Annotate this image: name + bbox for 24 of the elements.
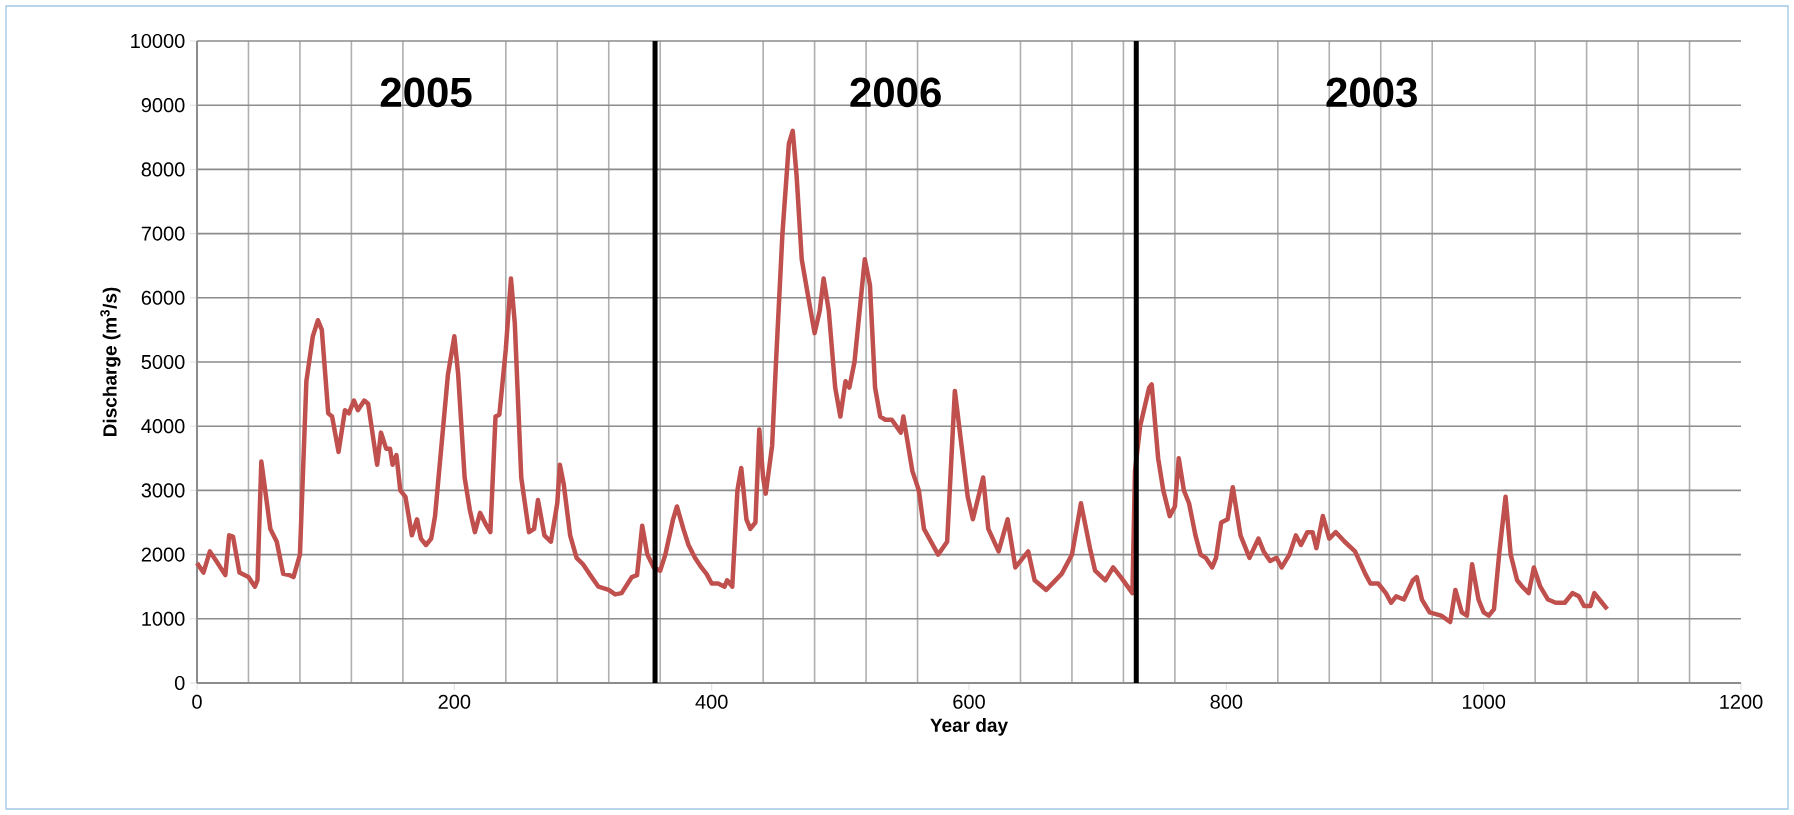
x-tick-label: 600	[953, 694, 985, 709]
x-tick-label: 400	[695, 694, 728, 709]
y-tick-label: 7000	[141, 226, 185, 241]
y-tick-label: 5000	[141, 354, 185, 370]
x-tick-label: 1200	[1720, 694, 1763, 709]
x-axis-title: Year day	[930, 718, 1008, 736]
y-tick-label: 0	[174, 675, 185, 691]
y-tick-label: 9000	[141, 98, 185, 113]
annotation: 2003	[1326, 77, 1417, 108]
y-tick-label: 1000	[142, 611, 185, 626]
y-tick-label: 3000	[141, 483, 185, 498]
y-tick-label: 2000	[141, 547, 185, 562]
annotation: 2006	[850, 77, 941, 108]
y-axis-title: Discharge (m$^{3}$/s)	[100, 287, 121, 437]
line-series	[194, 128, 1610, 625]
y-tick-label: 6000	[141, 290, 185, 305]
x-tick-label: 1000	[1462, 694, 1506, 709]
x-tick-label: 200	[438, 694, 471, 709]
y-tick-label: 8000	[141, 162, 185, 177]
x-tick-label: 800	[1210, 694, 1243, 709]
annotation: 2005	[380, 77, 472, 108]
x-tick-label: 0	[192, 694, 202, 709]
y-tick-label: 10000	[131, 33, 185, 49]
y-tick-label: 4000	[141, 419, 185, 434]
